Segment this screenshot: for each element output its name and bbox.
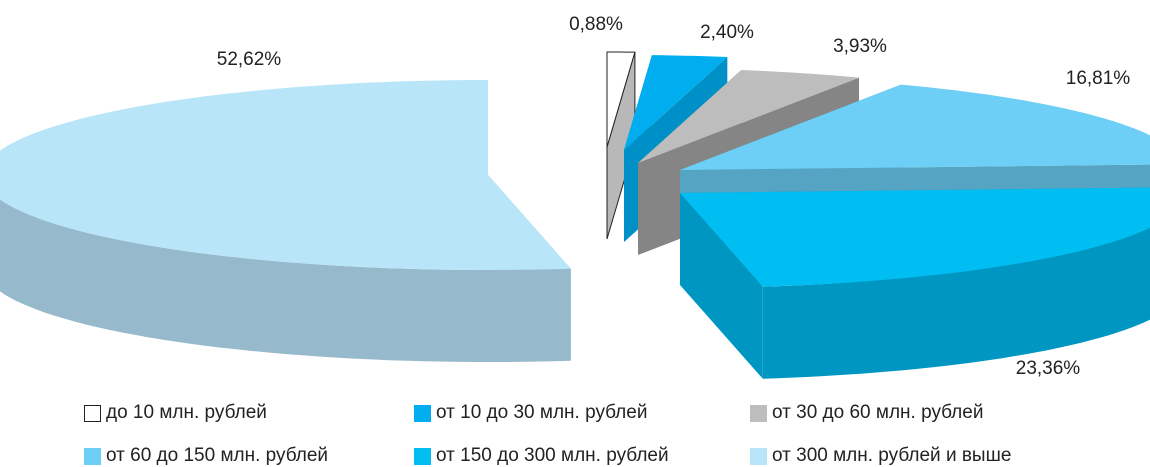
pie-slice-5 [0,80,571,362]
pie-slice-5-rim [0,199,571,362]
data-label-5: 52,62% [217,49,282,70]
legend-item-3: от 60 до 150 млн. рублей [84,445,328,467]
legend-item-2: от 30 до 60 млн. рублей [750,402,983,424]
data-label-3: 16,81% [1066,68,1131,89]
legend-swatch-4 [414,447,431,465]
legend-swatch-3 [84,447,101,465]
pie-slice-0-top [606,51,636,148]
legend-item-4: от 150 до 300 млн. рублей [414,445,669,467]
legend-label-1: от 10 до 30 млн. рублей [436,402,648,423]
legend-label-3: от 60 до 150 млн. рублей [106,445,329,466]
pie-slice-0 [606,51,636,240]
legend-swatch-2 [750,404,767,422]
legend-label-2: от 30 до 60 млн. рублей [772,402,984,423]
pie-slice-4-wall-1 [680,193,763,379]
data-label-0: 0,88% [569,14,623,35]
data-label-2: 3,93% [833,36,887,57]
pie-slice-4 [680,187,1150,379]
pie-slice-4-rim [762,227,1150,379]
legend-swatch-0 [84,404,101,422]
pie-slice-4-top [680,187,1150,287]
legend: до 10 млн. рублей от 10 до 30 млн. рубле… [0,396,1150,466]
pie-slice-2-top [638,70,859,163]
legend-label-4: от 150 до 300 млн. рублей [436,445,669,466]
legend-item-0: до 10 млн. рублей [84,402,267,424]
legend-label-0: до 10 млн. рублей [106,402,267,423]
pie-slice-5-top [0,80,571,270]
pie-chart: 0,88% 2,40% 3,93% 16,81% 23,36% 52,62% [0,14,1150,379]
legend-item-5: от 300 млн. рублей и выше [750,445,1011,467]
legend-item-1: от 10 до 30 млн. рублей [414,402,647,424]
legend-swatch-1 [414,404,431,422]
pie-slice-1-top [624,55,728,150]
data-label-1: 2,40% [700,22,754,43]
legend-label-5: от 300 млн. рублей и выше [772,445,1012,466]
pie-slice-3-top [680,84,1150,170]
data-label-4: 23,36% [1016,358,1081,379]
legend-swatch-5 [750,447,767,465]
